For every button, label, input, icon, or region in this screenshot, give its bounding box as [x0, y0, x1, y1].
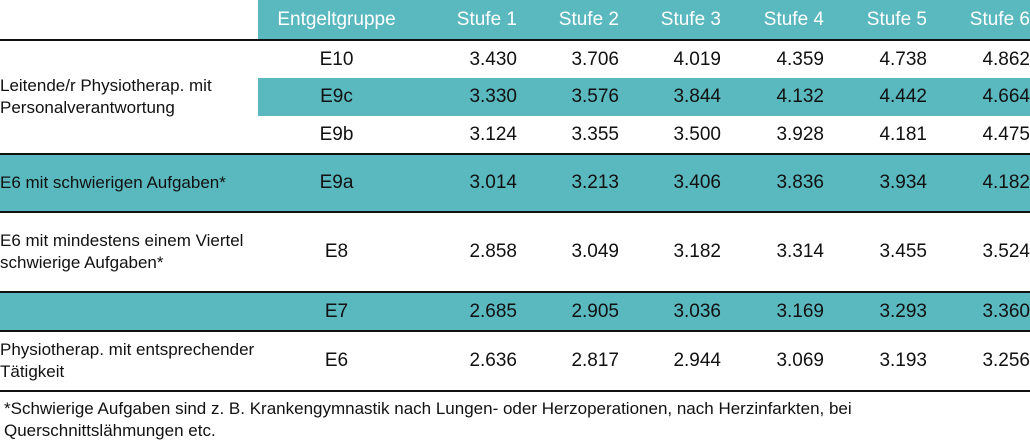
value-cell: 4.359 — [721, 39, 824, 78]
value-cell: 4.181 — [879, 123, 927, 145]
value-cell: 3.049 — [517, 211, 619, 292]
value-cell: 2.944 — [619, 330, 721, 392]
entgeltgruppe-cell: E9c — [258, 78, 415, 116]
header-stufe-1: Stufe 1 — [415, 0, 517, 40]
header-entgeltgruppe: Entgeltgruppe — [258, 0, 415, 40]
value-cell: 3.293 — [824, 291, 927, 331]
header-stufe-5: Stufe 5 — [824, 0, 927, 40]
entgeltgruppe-cell: E7 — [258, 291, 415, 331]
table-row: Physiotherap. mit entsprechender Tätigke… — [0, 330, 1030, 392]
row-group-label: E6 mit schwierigen Aufgaben* — [0, 153, 258, 212]
value-cell: 3.182 — [619, 211, 721, 292]
row-group-label: Leitende/r Physiotherap. mit Personalver… — [0, 39, 258, 154]
value-cell: 3.524 — [927, 211, 1030, 292]
value-cell: 3.500 — [673, 123, 721, 145]
value-cell: 3.213 — [517, 153, 619, 212]
value-cell: 3.360 — [927, 291, 1030, 331]
value-cell: 3.014 — [415, 153, 517, 212]
value-cell: 3.036 — [619, 291, 721, 331]
value-cell: 3.934 — [824, 153, 927, 212]
row-group-label: Physiotherap. mit entsprechender Tätigke… — [0, 330, 258, 392]
value-cell: 3.314 — [721, 211, 824, 292]
value-cell: 3.330 — [415, 78, 517, 116]
table-row: E9b 3.124 3.355 3.500 3.928 4.181 4.475 — [0, 116, 1030, 154]
value-cell: 4.019 — [619, 39, 721, 78]
value-cell: 3.844 — [619, 78, 721, 116]
value-cell: 3.169 — [721, 291, 824, 331]
value-cell: 4.862 — [927, 39, 1030, 78]
value-cell: 3.193 — [824, 330, 927, 392]
value-cell: 3.406 — [619, 153, 721, 212]
value-cell: 4.182 — [927, 153, 1030, 212]
entgeltgruppe-cell: E6 — [258, 330, 415, 392]
value-cell: 3.836 — [721, 153, 824, 212]
header-stufe-6: Stufe 6 — [927, 0, 1030, 40]
value-cell: 3.256 — [927, 330, 1030, 392]
value-cell: 2.905 — [517, 291, 619, 331]
value-cell: 3.430 — [415, 39, 517, 78]
value-cell: 3.706 — [517, 39, 619, 78]
value-cell: 2.685 — [415, 291, 517, 331]
entgeltgruppe-cell: E8 — [258, 211, 415, 292]
value-cell: 3.124 — [469, 123, 517, 145]
header-stufe-3: Stufe 3 — [619, 0, 721, 40]
value-cell: 3.928 — [776, 123, 824, 145]
value-cell: 3.069 — [721, 330, 824, 392]
value-cell: 2.817 — [517, 330, 619, 392]
salary-table: Entgeltgruppe Stufe 1 Stufe 2 Stufe 3 St… — [0, 0, 1030, 392]
table-row: E7 2.685 2.905 3.036 3.169 3.293 3.360 — [0, 291, 1030, 331]
value-cell: 4.664 — [927, 78, 1030, 116]
table-row: E6 mit schwierigen Aufgaben* E9a 3.014 3… — [0, 153, 1030, 212]
header-blank-cell — [0, 0, 258, 40]
value-cell: 4.738 — [824, 39, 927, 78]
value-cell: 3.355 — [571, 123, 619, 145]
header-stufe-4: Stufe 4 — [721, 0, 824, 40]
entgeltgruppe-cell: E10 — [258, 39, 415, 78]
value-cell: 4.132 — [721, 78, 824, 116]
header-stufe-2: Stufe 2 — [517, 0, 619, 40]
value-cell: 4.475 — [982, 123, 1030, 145]
entgeltgruppe-cell: E9b — [319, 123, 354, 145]
value-cell: 3.455 — [824, 211, 927, 292]
table-header-row: Entgeltgruppe Stufe 1 Stufe 2 Stufe 3 St… — [0, 0, 1030, 40]
row-group-label: E6 mit mindestens einem Viertel schwieri… — [0, 211, 258, 292]
value-cell: 4.442 — [824, 78, 927, 116]
value-cell: 2.858 — [415, 211, 517, 292]
table-row: E9c 3.330 3.576 3.844 4.132 4.442 4.664 — [0, 78, 1030, 116]
table-row: E6 mit mindestens einem Viertel schwieri… — [0, 211, 1030, 292]
value-cell: 2.636 — [415, 330, 517, 392]
entgeltgruppe-cell: E9a — [258, 153, 415, 212]
value-cell: 3.576 — [517, 78, 619, 116]
footnote: *Schwierige Aufgaben sind z. B. Krankeng… — [4, 399, 852, 440]
row-group-label — [0, 291, 258, 331]
table-row: Leitende/r Physiotherap. mit Personalver… — [0, 39, 1030, 154]
